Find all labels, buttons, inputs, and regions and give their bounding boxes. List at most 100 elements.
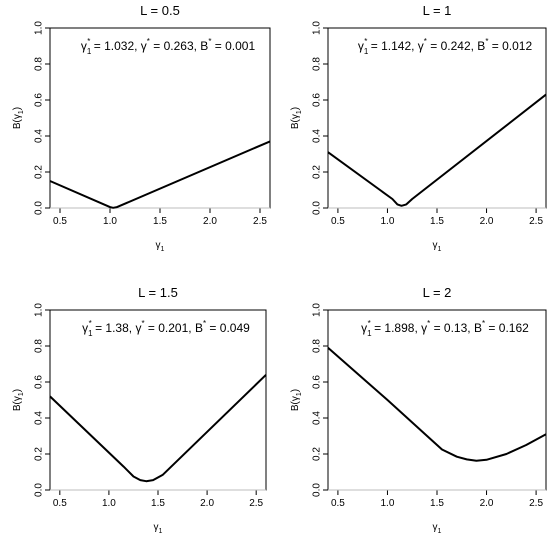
y-tick-label: 0.6	[312, 93, 323, 107]
y-tick-label: 0.4	[34, 411, 45, 425]
y-tick-label: 0.2	[312, 447, 323, 461]
plot-frame	[49, 309, 267, 491]
y-tick-label: 0.4	[34, 129, 45, 143]
x-tick-label: 2.0	[203, 216, 217, 227]
plot-frame	[49, 27, 271, 209]
annot-gamma-symbol: γ	[135, 321, 141, 335]
chart-title: L = 0.5	[140, 3, 180, 18]
y-tick-label: 0.2	[34, 447, 45, 461]
x-axis-label-subscript: 1	[438, 528, 442, 535]
annot-gamma1-value: = 1.032,	[90, 39, 140, 53]
annot-b-star: *	[482, 319, 485, 328]
y-axis-label: B(γ1)	[12, 107, 25, 129]
y-axis-label-text: B(γ	[290, 114, 301, 129]
y-axis-label-text: B(γ	[12, 114, 23, 129]
x-tick-label: 2.0	[480, 216, 494, 227]
annot-gamma-value: = 0.242,	[427, 39, 477, 53]
y-tick-label: 0.6	[34, 375, 45, 389]
y-axis-label-subscript: 1	[296, 392, 303, 396]
bias-curve	[327, 347, 547, 462]
annot-b-star: *	[203, 319, 206, 328]
y-tick-label: 0.0	[312, 483, 323, 497]
y-axis-label-text: B(γ	[290, 396, 301, 411]
y-axis-label-close: )	[12, 107, 23, 110]
annot-b-value: = 0.049	[206, 321, 250, 335]
annot-gamma1-symbol: γ	[82, 321, 88, 335]
y-tick-label: 0.0	[34, 201, 45, 215]
annot-b-symbol: B	[195, 321, 203, 335]
annot-gamma-value: = 0.263,	[150, 39, 200, 53]
x-tick-label: 2.5	[253, 216, 267, 227]
annot-gamma-symbol: γ	[141, 39, 147, 53]
annot-gamma1-symbol: γ	[358, 39, 364, 53]
x-axis-label: γ1	[433, 240, 442, 253]
annot-b-symbol: B	[200, 39, 208, 53]
annot-b-star: *	[485, 37, 488, 46]
y-axis-label-close: )	[290, 389, 301, 392]
chart-title: L = 1	[423, 3, 452, 18]
annot-b-value: = 0.162	[485, 321, 529, 335]
annot-gamma1-subscript: 1	[364, 47, 369, 56]
y-axis-label-close: )	[290, 107, 301, 110]
y-tick-label: 0.6	[312, 375, 323, 389]
bias-curve	[49, 374, 267, 483]
x-axis-label-subscript: 1	[159, 528, 163, 535]
annot-gamma-star: *	[141, 319, 144, 328]
x-tick-label: 0.5	[53, 216, 67, 227]
annot-b-symbol: B	[474, 321, 482, 335]
bias-curve	[49, 140, 271, 209]
x-axis-label: γ1	[156, 240, 165, 253]
annot-gamma-star: *	[147, 37, 150, 46]
y-tick-label: 0.2	[34, 165, 45, 179]
annot-b-value: = 0.001	[211, 39, 255, 53]
x-axis-label-symbol: γ	[433, 240, 438, 251]
x-axis-label-symbol: γ	[433, 522, 438, 533]
x-tick-label: 1.5	[430, 498, 444, 509]
annot-gamma-star: *	[427, 319, 430, 328]
y-tick-label: 0.2	[312, 165, 323, 179]
panel-4: L = 20.5 1.0 1.5 2.0 2.50.00.20.40.60.81.0γ1…	[290, 285, 547, 535]
x-tick-label: 0.5	[331, 216, 345, 227]
x-axis-label-subscript: 1	[438, 246, 442, 253]
y-tick-label: 1.0	[34, 21, 45, 35]
y-tick-label: 0.0	[34, 483, 45, 497]
annot-gamma1-value: = 1.142,	[367, 39, 417, 53]
x-tick-label: 1.5	[153, 216, 167, 227]
y-axis-label: B(γ1)	[290, 389, 303, 411]
x-tick-label: 1.0	[381, 498, 395, 509]
x-tick-label: 0.5	[331, 498, 345, 509]
x-tick-label: 2.5	[529, 216, 543, 227]
x-axis-label-subscript: 1	[161, 246, 165, 253]
x-tick-label: 1.5	[151, 498, 165, 509]
y-tick-label: 0.8	[312, 57, 323, 71]
optimum-annotation: γ1* = 1.38, γ* = 0.201, B* = 0.049	[82, 319, 250, 338]
annot-gamma1-symbol: γ	[81, 39, 87, 53]
optimum-annotation: γ1* = 1.032, γ* = 0.263, B* = 0.001	[81, 37, 256, 56]
panel-2: L = 10.5 1.0 1.5 2.0 2.50.00.20.40.60.81.0γ1…	[290, 3, 547, 253]
panel-1: L = 0.5 0.5 1.0 1.5 2.0 2.5 0.0 0.2 0.4 0.6 0.8 1.0…	[12, 3, 271, 253]
x-tick-label: 2.5	[529, 498, 543, 509]
plot-frame	[327, 27, 547, 209]
y-tick-label: 0.4	[312, 411, 323, 425]
y-tick-label: 0.8	[34, 339, 45, 353]
y-tick-label: 0.0	[312, 201, 323, 215]
x-tick-label: 2.0	[480, 498, 494, 509]
x-tick-label: 1.0	[103, 216, 117, 227]
chart-title: L = 1.5	[138, 285, 178, 300]
x-tick-label: 1.0	[381, 216, 395, 227]
x-axis-label-symbol: γ	[154, 522, 159, 533]
y-tick-label: 1.0	[312, 303, 323, 317]
annot-gamma-value: = 0.13,	[430, 321, 474, 335]
panel-3: L = 1.5 0.5 1.0 1.5 2.0 2.5 0.0 0.2 0.4 0.6 0.8 1.0…	[12, 285, 267, 535]
x-tick-label: 2.0	[200, 498, 214, 509]
y-axis-label: B(γ1)	[290, 107, 303, 129]
y-tick-label: 0.8	[34, 57, 45, 71]
optimum-annotation: γ1* = 1.142, γ* = 0.242, B* = 0.012	[358, 37, 533, 56]
annot-gamma1-value: = 1.38,	[92, 321, 136, 335]
plot-frame	[327, 309, 547, 491]
annot-b-star: *	[208, 37, 211, 46]
y-axis-label: B(γ1)	[12, 389, 25, 411]
annot-gamma1-symbol: γ	[361, 321, 367, 335]
